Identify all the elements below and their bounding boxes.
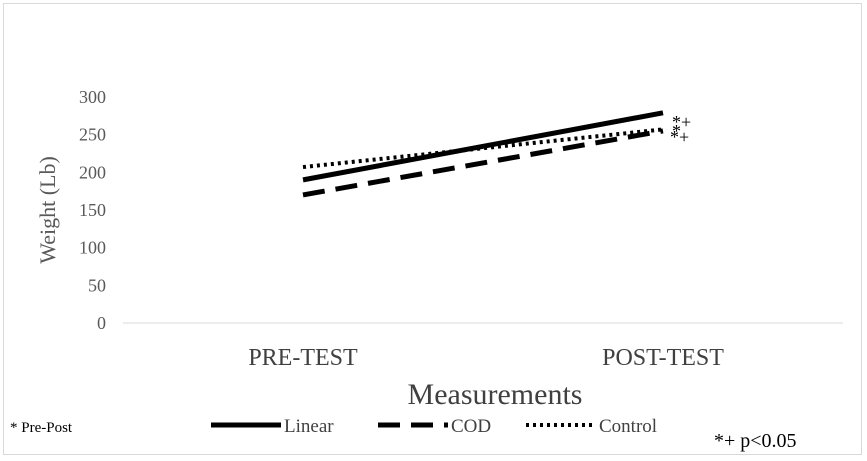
y-tick-labels: 0 50 100 150 200 250 300: [79, 87, 106, 333]
y-tick-label: 100: [79, 238, 106, 258]
y-tick-label: 50: [88, 275, 106, 295]
y-tick-label: 250: [79, 125, 106, 145]
x-axis-title: Measurements: [408, 378, 583, 411]
series-line-linear: [302, 110, 664, 183]
x-tick-label: PRE-TEST: [248, 345, 358, 371]
pre-post-note: * Pre-Post: [10, 420, 73, 436]
chart-frame: [3, 3, 862, 455]
y-tick-label: 200: [79, 162, 106, 182]
significance-note: *+ p<0.05: [714, 430, 797, 452]
legend-label-cod: COD: [451, 416, 491, 437]
control-significance-marker: *+: [670, 127, 689, 147]
legend: Linear COD Control: [211, 416, 657, 437]
y-tick-label: 300: [79, 87, 106, 107]
series-lines: [302, 110, 664, 198]
series-line-control: [302, 127, 664, 170]
cod-significance-marker: *: [672, 121, 681, 141]
legend-label-control: Control: [599, 416, 657, 437]
y-tick-label: 150: [79, 200, 106, 220]
linear-significance-marker: *+: [672, 112, 691, 132]
series-line-cod: [302, 128, 664, 198]
x-tick-label: POST-TEST: [602, 345, 724, 371]
legend-label-linear: Linear: [284, 416, 334, 437]
y-axis-title: Weight (Lb): [35, 156, 60, 264]
y-tick-label: 0: [97, 313, 106, 333]
x-tick-labels: PRE-TEST POST-TEST: [248, 345, 724, 371]
